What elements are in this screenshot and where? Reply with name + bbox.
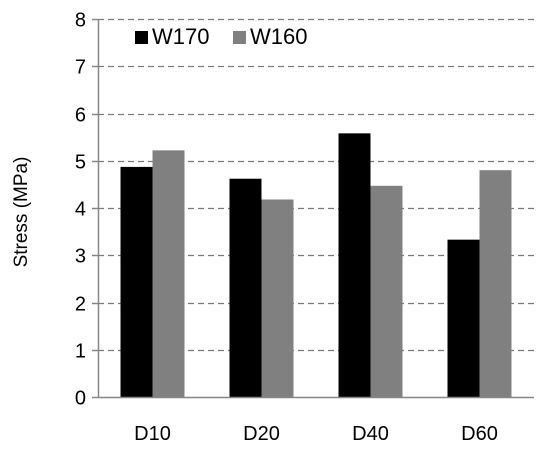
- bar-w170-d40: [338, 133, 371, 397]
- y-tick-label: 7: [75, 57, 86, 79]
- bar-w160-d20: [261, 199, 294, 397]
- y-axis-ticks: 0 1 2 3 4 5 6 7 8: [75, 10, 98, 410]
- y-tick-label: 8: [75, 10, 86, 32]
- bar-w160-d10: [152, 150, 185, 397]
- bar-w160-d60: [479, 170, 512, 397]
- legend-label-w170: W170: [152, 24, 209, 49]
- y-axis-title: Stress (MPa): [11, 157, 32, 268]
- y-tick-label: 3: [75, 246, 86, 268]
- bar-w170-d10: [120, 166, 153, 397]
- x-tick-label: D10: [134, 423, 171, 445]
- legend-label-w160: W160: [250, 24, 307, 49]
- axes: [97, 19, 534, 399]
- bar-w170-d20: [229, 178, 262, 397]
- y-tick-label: 4: [75, 199, 86, 221]
- legend-swatch-w160: [233, 31, 246, 44]
- x-tick-label: D40: [352, 423, 389, 445]
- bar-w170-d60: [447, 239, 480, 397]
- x-tick-label: D20: [243, 423, 280, 445]
- y-tick-label: 2: [75, 294, 86, 316]
- y-tick-label: 1: [75, 341, 86, 363]
- legend-swatch-w170: [135, 31, 148, 44]
- x-axis-ticks: D10 D20 D40 D60: [134, 423, 498, 445]
- y-tick-label: 5: [75, 152, 86, 174]
- y-tick-label: 6: [75, 105, 86, 127]
- bar-w160-d40: [370, 185, 403, 397]
- bars: [120, 133, 512, 397]
- y-tick-label: 0: [75, 388, 86, 410]
- legend: W170 W160: [135, 24, 307, 49]
- x-tick-label: D60: [461, 423, 498, 445]
